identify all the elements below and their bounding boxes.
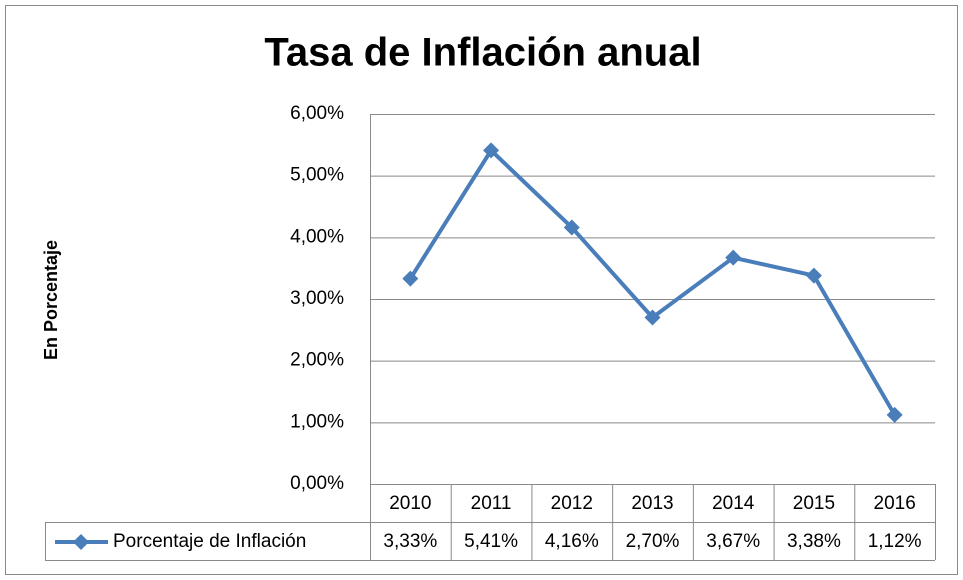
marker [805,267,822,284]
y-tick-label: 1,00% [290,411,344,432]
x-tick-label: 2013 [631,493,673,514]
y-tick-label: 6,00% [290,103,344,124]
y-tick-label: 5,00% [290,165,344,186]
table-value: 5,41% [464,531,518,552]
marker [483,142,500,159]
legend-marker [73,534,89,550]
x-tick-label: 2011 [471,493,512,514]
x-tick-label: 2016 [874,493,916,514]
y-tick-label: 4,00% [290,226,344,247]
marker [886,406,903,423]
x-tick-label: 2012 [551,493,593,514]
y-axis-label: En Porcentaje [41,240,61,360]
table-value: 4,16% [545,531,599,552]
x-tick-label: 2015 [793,493,835,514]
y-tick-label: 0,00% [290,473,344,494]
table-value: 3,67% [706,531,760,552]
y-tick-label: 3,00% [290,288,344,309]
y-tick-label: 2,00% [290,350,344,371]
x-tick-label: 2010 [389,493,431,514]
legend-label: Porcentaje de Inflación [113,531,306,552]
x-tick-label: 2014 [712,493,755,514]
table-value: 3,33% [383,531,437,552]
chart-title: Tasa de Inflación anual [264,31,701,75]
chart-border [5,5,958,575]
marker [725,249,742,266]
table-value: 2,70% [626,531,680,552]
marker [644,309,661,326]
table-value: 3,38% [787,531,841,552]
marker [402,270,419,287]
table-value: 1,12% [868,531,922,552]
marker [563,219,580,236]
